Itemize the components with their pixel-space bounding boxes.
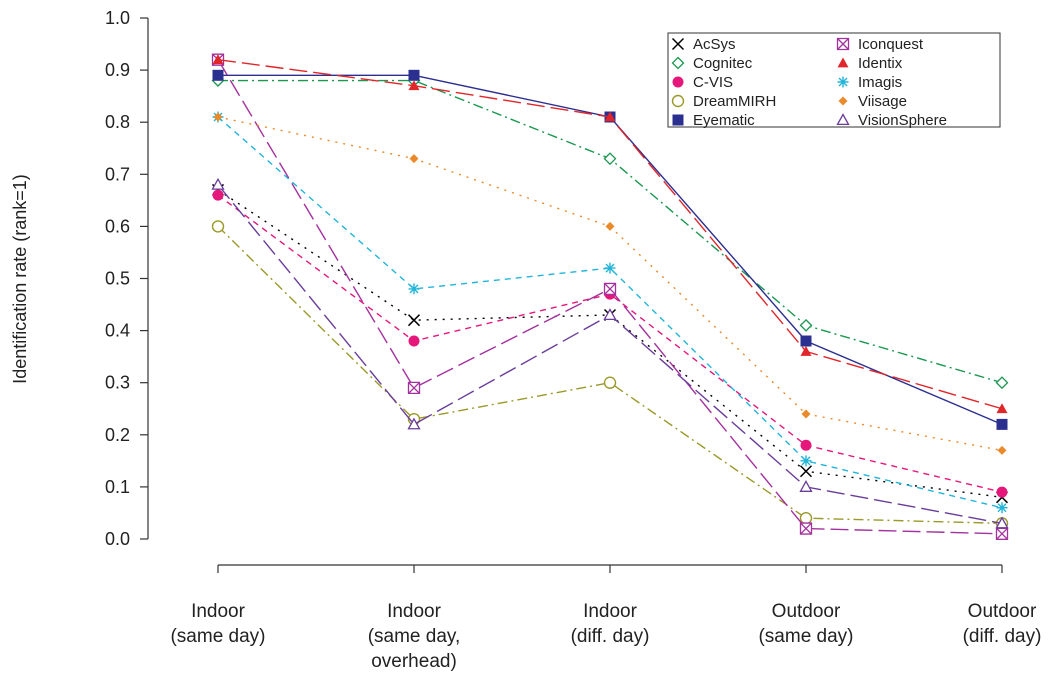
- legend-marker: [671, 94, 685, 108]
- series-line: [217, 189, 1003, 499]
- x-tick-label: Indoor (diff. day): [571, 601, 650, 647]
- x-tick-label: Outdoor (same day): [758, 601, 853, 647]
- legend-marker: [836, 113, 850, 126]
- data-point: [997, 445, 1007, 455]
- data-point: [407, 417, 421, 430]
- series-line: [217, 116, 1003, 452]
- data-point: [211, 220, 225, 233]
- legend-label: AcSys: [693, 36, 736, 53]
- y-tick-label: 0.4: [105, 321, 130, 341]
- data-point: [800, 335, 812, 347]
- data-point: [212, 54, 224, 65]
- legend-marker: [671, 37, 685, 51]
- legend-marker: [837, 57, 849, 68]
- legend-label: C-VIS: [693, 74, 733, 91]
- data-point: [799, 318, 813, 332]
- data-point: [408, 283, 420, 295]
- data-point: [409, 154, 419, 164]
- legend-label: VisionSphere: [858, 112, 947, 129]
- y-tick-label: 0.8: [105, 112, 130, 132]
- data-point: [408, 335, 420, 347]
- data-point: [996, 486, 1008, 498]
- legend-label: Cognitec: [693, 55, 753, 72]
- y-tick-label: 0.3: [105, 373, 130, 393]
- y-tick-label: 0.1: [105, 477, 130, 497]
- x-tick-label: Outdoor (diff. day): [963, 601, 1042, 647]
- data-point: [212, 69, 224, 81]
- data-point: [800, 455, 812, 467]
- y-tick-label: 0.5: [105, 269, 130, 289]
- series-line: [217, 194, 1003, 493]
- legend-marker: [672, 114, 684, 126]
- data-point: [995, 376, 1009, 390]
- legend-label: Identix: [858, 55, 903, 72]
- data-point: [996, 418, 1008, 430]
- legend-marker: [671, 56, 685, 70]
- legend-marker: [838, 96, 848, 106]
- data-point: [603, 308, 617, 321]
- data-point: [212, 189, 224, 201]
- legend-label: Imagis: [858, 74, 902, 91]
- data-point: [603, 152, 617, 166]
- data-point: [800, 345, 812, 356]
- y-tick-label: 0.7: [105, 164, 130, 184]
- legend-box: [667, 32, 1001, 128]
- y-axis-label: Identification rate (rank=1): [10, 174, 30, 384]
- data-point: [211, 177, 225, 190]
- legend-marker: [836, 37, 850, 51]
- data-point: [408, 69, 420, 81]
- y-tick-label: 1.0: [105, 8, 130, 28]
- y-tick-label: 0.0: [105, 529, 130, 549]
- data-point: [603, 282, 617, 296]
- y-tick-label: 0.6: [105, 216, 130, 236]
- data-point: [407, 314, 421, 327]
- data-point: [801, 409, 811, 419]
- y-tick-label: 0.9: [105, 60, 130, 80]
- data-point: [213, 112, 223, 122]
- data-point: [799, 465, 813, 478]
- legend-marker: [672, 76, 684, 88]
- x-tick-label: Indoor (same day): [170, 601, 265, 647]
- data-point: [799, 522, 813, 535]
- data-point: [799, 511, 813, 525]
- data-point: [603, 376, 617, 389]
- data-point: [407, 381, 421, 395]
- data-point: [995, 516, 1009, 529]
- legend-label: Iconquest: [858, 36, 924, 53]
- legend-label: DreamMIRH: [693, 93, 776, 110]
- data-point: [408, 80, 420, 91]
- series-line: [217, 184, 1003, 525]
- data-point: [604, 262, 616, 274]
- data-point: [995, 527, 1009, 540]
- data-point: [996, 502, 1008, 514]
- legend-label: Viisage: [858, 93, 907, 110]
- legend-label: Eyematic: [693, 112, 755, 129]
- data-point: [605, 221, 615, 231]
- y-tick-label: 0.2: [105, 425, 130, 445]
- x-tick-label: Indoor (same day, overhead): [368, 601, 461, 672]
- data-point: [800, 439, 812, 451]
- data-point: [996, 403, 1008, 414]
- legend-marker: [837, 76, 849, 88]
- data-point: [604, 111, 616, 122]
- data-point: [799, 480, 813, 492]
